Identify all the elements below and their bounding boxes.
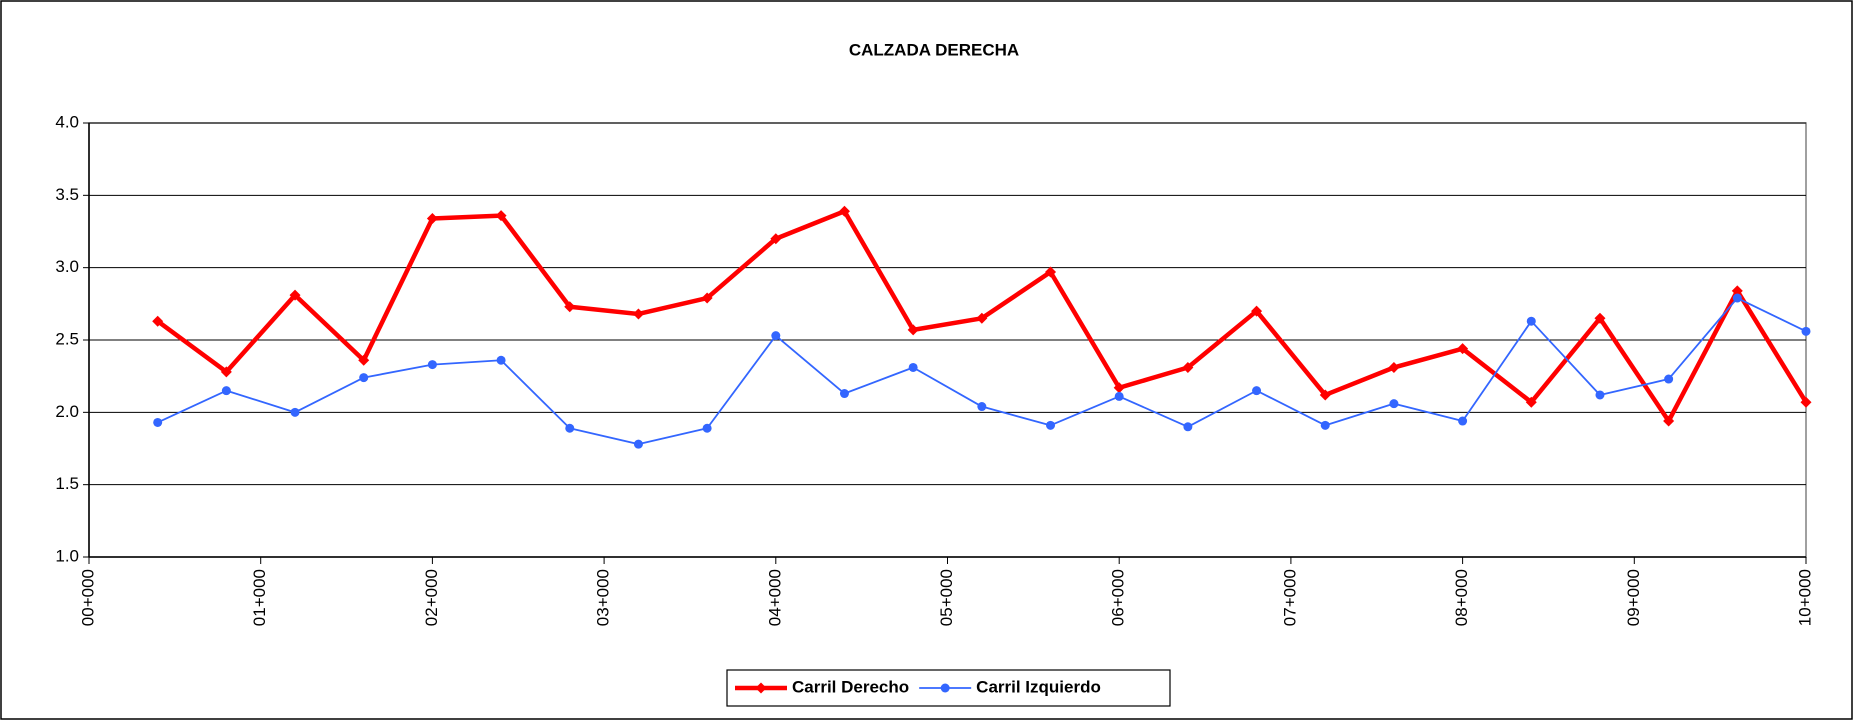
point <box>838 205 850 217</box>
point <box>359 373 369 383</box>
point <box>1252 386 1262 396</box>
legend-label: Carril Izquierdo <box>976 677 1101 696</box>
point <box>290 407 300 417</box>
point <box>1389 399 1399 409</box>
point <box>358 354 370 366</box>
x-tick-label: 08+000 <box>1452 569 1471 626</box>
chart-title: CALZADA DERECHA <box>849 40 1019 59</box>
point <box>1800 396 1812 408</box>
point <box>1319 389 1331 401</box>
point <box>633 439 643 449</box>
point <box>1320 420 1330 430</box>
x-tick-label: 02+000 <box>422 569 441 626</box>
x-tick-label: 10+000 <box>1795 569 1814 626</box>
x-tick-label: 06+000 <box>1109 569 1128 626</box>
point <box>771 331 781 341</box>
x-tick-label: 05+000 <box>937 569 956 626</box>
point <box>1664 374 1674 384</box>
point <box>1388 361 1400 373</box>
y-tick-label: 3.0 <box>55 257 79 276</box>
x-tick-label: 00+000 <box>78 569 97 626</box>
point <box>153 417 163 427</box>
point <box>1182 361 1194 373</box>
point <box>1526 316 1536 326</box>
point <box>908 362 918 372</box>
point <box>564 301 576 313</box>
y-tick-label: 2.0 <box>55 402 79 421</box>
x-tick-label: 07+000 <box>1280 569 1299 626</box>
y-tick-label: 4.0 <box>55 112 79 131</box>
legend-marker <box>755 682 767 694</box>
point <box>1457 343 1469 355</box>
point <box>1045 266 1057 278</box>
point <box>839 389 849 399</box>
x-tick-label: 03+000 <box>594 569 613 626</box>
point <box>1731 285 1743 297</box>
point <box>976 312 988 324</box>
point <box>1594 312 1606 324</box>
y-tick-label: 1.0 <box>55 546 79 565</box>
y-tick-label: 1.5 <box>55 474 79 493</box>
point <box>1801 326 1811 336</box>
legend-marker <box>940 683 950 693</box>
point <box>701 292 713 304</box>
point <box>152 315 164 327</box>
point <box>1251 305 1263 317</box>
point <box>1595 390 1605 400</box>
x-tick-label: 01+000 <box>250 569 269 626</box>
point <box>977 402 987 412</box>
y-tick-label: 2.5 <box>55 329 79 348</box>
point <box>632 308 644 320</box>
point <box>1113 382 1125 394</box>
point <box>702 423 712 433</box>
point <box>220 366 232 378</box>
point <box>1525 396 1537 408</box>
point <box>1732 293 1742 303</box>
y-tick-label: 3.5 <box>55 185 79 204</box>
point <box>1114 391 1124 401</box>
point <box>221 386 231 396</box>
x-tick-label: 04+000 <box>765 569 784 626</box>
legend-label: Carril Derecho <box>792 677 909 696</box>
x-tick-label: 09+000 <box>1624 569 1643 626</box>
point <box>770 233 782 245</box>
point <box>1663 415 1675 427</box>
point <box>907 324 919 336</box>
point <box>426 212 438 224</box>
point <box>1458 416 1468 426</box>
point <box>289 289 301 301</box>
point <box>1183 422 1193 432</box>
point <box>565 423 575 433</box>
point <box>495 210 507 222</box>
point <box>427 360 437 370</box>
point <box>1046 420 1056 430</box>
point <box>496 355 506 365</box>
